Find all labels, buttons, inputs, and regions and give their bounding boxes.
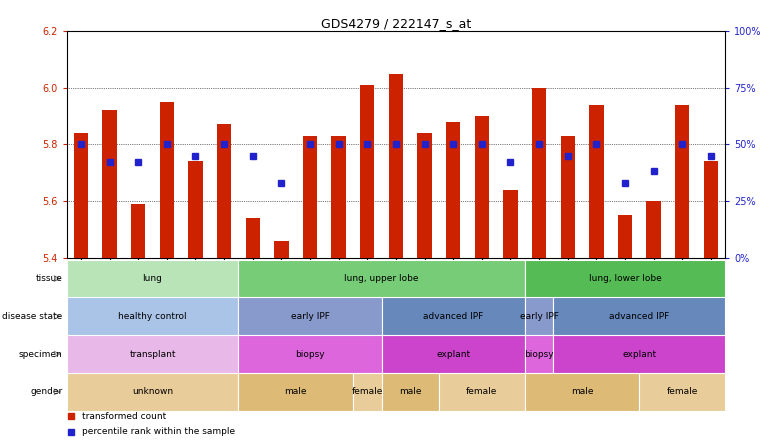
Bar — [238, 373, 353, 411]
Title: GDS4279 / 222147_s_at: GDS4279 / 222147_s_at — [321, 17, 471, 30]
Bar — [67, 373, 238, 411]
Bar — [131, 204, 145, 258]
Bar — [74, 133, 88, 258]
Bar — [647, 201, 661, 258]
Bar — [382, 335, 524, 373]
Bar — [503, 190, 517, 258]
Bar — [532, 88, 546, 258]
Text: biopsy: biopsy — [296, 349, 325, 359]
Text: gender: gender — [31, 387, 63, 396]
Bar — [67, 260, 238, 297]
Bar — [238, 260, 524, 297]
Bar — [389, 74, 403, 258]
Bar — [524, 260, 725, 297]
Bar — [561, 136, 575, 258]
Bar — [238, 297, 382, 335]
Bar — [67, 297, 238, 335]
Bar — [103, 111, 117, 258]
Bar — [67, 335, 238, 373]
Bar — [554, 335, 725, 373]
Text: specimen: specimen — [19, 349, 63, 359]
Bar — [382, 297, 524, 335]
Text: percentile rank within the sample: percentile rank within the sample — [82, 427, 235, 436]
Text: early IPF: early IPF — [520, 312, 558, 321]
Text: lung, lower lobe: lung, lower lobe — [589, 274, 662, 283]
Bar — [353, 373, 382, 411]
Text: female: female — [666, 387, 698, 396]
Bar — [618, 215, 632, 258]
Bar — [238, 335, 382, 373]
Text: male: male — [399, 387, 422, 396]
Text: female: female — [466, 387, 498, 396]
Bar — [439, 373, 524, 411]
Bar — [524, 335, 554, 373]
Text: disease state: disease state — [2, 312, 63, 321]
Text: explant: explant — [436, 349, 470, 359]
Text: healthy control: healthy control — [118, 312, 187, 321]
Bar — [524, 373, 639, 411]
Bar — [274, 241, 289, 258]
Bar — [360, 85, 375, 258]
Text: male: male — [571, 387, 593, 396]
Bar — [245, 218, 260, 258]
Text: transplant: transplant — [129, 349, 176, 359]
Text: explant: explant — [622, 349, 656, 359]
Bar — [446, 122, 460, 258]
Bar — [590, 105, 604, 258]
Bar — [332, 136, 346, 258]
Bar — [474, 116, 489, 258]
Text: tissue: tissue — [36, 274, 63, 283]
Text: biopsy: biopsy — [524, 349, 554, 359]
Text: advanced IPF: advanced IPF — [423, 312, 483, 321]
Bar — [217, 124, 231, 258]
Bar — [160, 102, 174, 258]
Bar — [303, 136, 318, 258]
Bar — [675, 105, 689, 258]
Text: lung: lung — [143, 274, 162, 283]
Bar — [639, 373, 725, 411]
Bar — [188, 161, 202, 258]
Bar — [554, 297, 725, 335]
Text: early IPF: early IPF — [291, 312, 329, 321]
Bar — [524, 297, 554, 335]
Bar — [417, 133, 432, 258]
Text: female: female — [351, 387, 383, 396]
Text: male: male — [285, 387, 307, 396]
Text: unknown: unknown — [132, 387, 173, 396]
Text: lung, upper lobe: lung, upper lobe — [344, 274, 419, 283]
Text: transformed count: transformed count — [82, 412, 166, 421]
Bar — [382, 373, 439, 411]
Bar — [704, 161, 718, 258]
Text: advanced IPF: advanced IPF — [609, 312, 670, 321]
